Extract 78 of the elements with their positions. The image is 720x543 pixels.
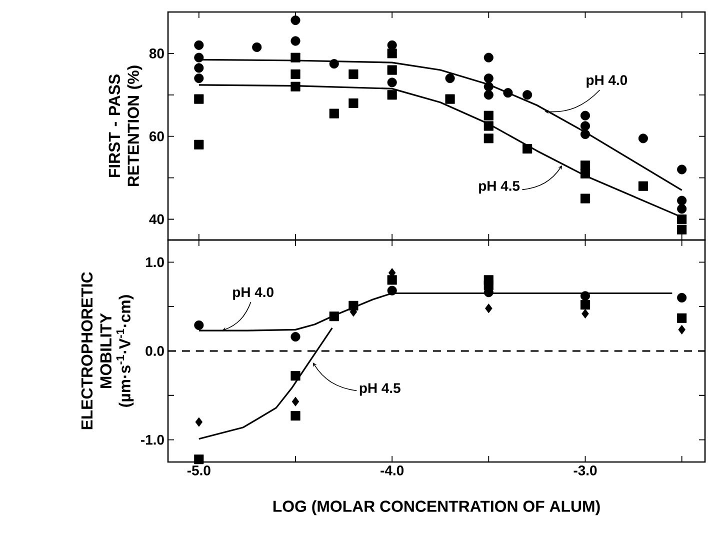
point [484,110,494,120]
point [290,36,300,46]
point [194,140,204,150]
point [290,411,300,421]
point [292,396,300,406]
point [678,324,686,334]
x-axis-title: LOG (MOLAR CONCENTRATION OF ALUM) [273,500,600,516]
point [445,94,455,104]
point [484,134,494,144]
y-tick-label: 40 [149,214,164,224]
point [677,313,687,323]
y-tick-label: 1.0 [146,257,164,268]
point [194,74,204,84]
point [580,121,590,131]
point [445,74,455,84]
point [290,69,300,79]
point [194,40,204,50]
point [348,69,358,79]
point [252,42,262,52]
y-axis-title: FIRST - PASS RETENTION (%) [108,66,142,186]
point [195,417,203,427]
point [387,286,397,296]
point [194,63,204,73]
annotation: pH 4.0 [586,75,628,88]
annotation: pH 4.5 [360,383,400,396]
point [329,59,339,69]
point [582,308,589,318]
point [348,98,358,108]
point [290,332,300,342]
point [329,108,339,118]
point [677,292,687,302]
point [638,181,648,191]
point [677,214,687,224]
point [387,65,397,75]
point [677,224,687,234]
point [484,280,494,290]
annotation: pH 4.5 [479,181,520,194]
point [484,52,494,62]
point [387,40,397,50]
point [194,52,204,62]
point [522,144,532,154]
point [194,454,204,464]
point [290,82,300,92]
point [387,275,397,285]
point [580,168,590,178]
y-tick-label: -1.0 [141,434,164,445]
point [484,121,494,131]
y-tick-label: 0.0 [146,346,164,356]
point [580,129,590,140]
point [387,78,397,88]
point [484,74,494,84]
x-tick-label: -4.0 [380,465,404,476]
point [522,90,532,100]
point [580,110,590,120]
x-tick-label: -3.0 [574,465,597,476]
point [677,196,687,206]
point [503,88,513,98]
point [290,371,300,381]
point [485,304,492,314]
point [484,82,494,92]
y-tick-label: 80 [149,48,164,58]
y-tick-label: 60 [149,131,164,142]
point [677,164,687,174]
point [484,90,494,100]
annotation: pH 4.0 [233,287,274,300]
point [290,52,300,62]
point [580,300,590,310]
point [677,204,687,214]
point [387,48,397,58]
point [194,320,204,330]
point [580,291,590,301]
point [290,15,300,26]
x-tick-label: -5.0 [187,465,210,476]
point [329,312,339,322]
point [387,90,397,100]
point [638,134,648,144]
point [580,194,590,204]
point [194,94,204,104]
